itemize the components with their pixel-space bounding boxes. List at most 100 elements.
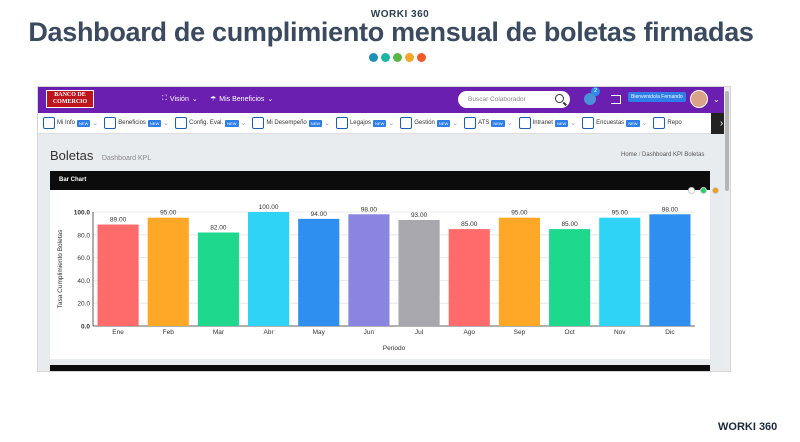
- module-encuestas[interactable]: Encuestas NEW ⌄: [582, 117, 647, 129]
- folder-icon: [335, 117, 348, 129]
- chevron-down-icon: ⌄: [163, 120, 170, 127]
- new-badge: NEW: [491, 119, 505, 127]
- top-navbar: BANCO DE COMERCIO ⛶ Visión ⌄ ☂ Mis Benef…: [38, 87, 730, 113]
- module-mi-desempe-o[interactable]: Mi Desempeño NEW ⌄: [252, 117, 330, 129]
- module-label: ATS: [478, 120, 490, 126]
- notification-icon[interactable]: [584, 93, 596, 105]
- module-intranet[interactable]: Intranet NEW ⌄: [518, 117, 577, 129]
- bar-dic: [649, 214, 691, 326]
- gift-icon: [104, 117, 117, 129]
- module-gesti-n[interactable]: Gestión NEW ⌄: [400, 117, 458, 129]
- next-card-header: [50, 365, 710, 371]
- x-tick-label: Sep: [514, 329, 526, 336]
- chevron-down-icon: ⌄: [267, 96, 274, 103]
- module-legajos[interactable]: Legajos NEW ⌄: [335, 117, 395, 129]
- y-tick-label: 60.0: [77, 255, 90, 262]
- bar-ene: [97, 224, 139, 326]
- data-label: 95.00: [160, 210, 177, 217]
- module-beneficios[interactable]: Beneficios NEW ⌄: [104, 117, 169, 129]
- module-label: Beneficios: [118, 120, 146, 126]
- module-config-eval-[interactable]: Config. Eval. NEW ⌄: [175, 117, 246, 129]
- data-label: 85.00: [461, 221, 478, 228]
- slide-headline: Dashboard de cumplimiento mensual de bol…: [28, 17, 754, 47]
- search-placeholder: Buscar Colaborador: [468, 96, 526, 103]
- module-label: Gestión: [414, 120, 435, 126]
- x-tick-label: Mar: [213, 329, 225, 336]
- chevron-down-icon: ⌄: [570, 120, 577, 127]
- x-tick-label: Abr: [264, 329, 275, 336]
- data-label: 85.00: [561, 221, 578, 228]
- chevron-down-icon[interactable]: ⌄: [713, 95, 720, 104]
- chevron-down-icon: ⌄: [388, 120, 395, 127]
- data-label: 95.00: [612, 210, 629, 217]
- scrollbar-thumb[interactable]: [725, 91, 729, 191]
- footer-brand: WORKI 360: [718, 421, 778, 433]
- expand-icon: ⛶: [162, 95, 167, 102]
- bank-logo[interactable]: BANCO DE COMERCIO: [46, 90, 94, 108]
- x-tick-label: May: [313, 329, 326, 336]
- tool-icon-2[interactable]: [700, 187, 707, 194]
- x-tick-label: Dic: [665, 329, 675, 336]
- data-label: 95.00: [511, 210, 528, 217]
- tool-icon-3[interactable]: [712, 187, 719, 194]
- umbrella-icon: ☂: [210, 96, 217, 103]
- new-badge: NEW: [554, 119, 569, 127]
- new-badge: NEW: [626, 119, 640, 127]
- bar-mar: [197, 232, 239, 326]
- nav-vision[interactable]: ⛶ Visión ⌄: [162, 95, 198, 103]
- globe-icon: [518, 117, 531, 129]
- chevron-down-icon: ⌄: [324, 120, 330, 127]
- bar-sep: [498, 217, 540, 326]
- data-label: 98.00: [662, 206, 679, 213]
- bar-abr: [248, 212, 290, 326]
- nav-vision-label: Visión: [169, 95, 189, 103]
- tool-icon-1[interactable]: [688, 187, 695, 194]
- search-icon[interactable]: [555, 94, 564, 103]
- decorative-dots: [369, 53, 426, 62]
- dot-4: [405, 53, 414, 62]
- page-subtitle: Dashboard KPL: [101, 155, 152, 162]
- ats-icon: [464, 117, 477, 129]
- chevron-down-icon: ⌄: [452, 120, 459, 127]
- x-tick-label: Jun: [364, 329, 375, 336]
- nav-beneficios-label: Mis Beneficios: [219, 95, 265, 103]
- new-badge: NEW: [77, 119, 91, 127]
- data-label: 94.00: [311, 211, 328, 218]
- new-badge: NEW: [147, 119, 162, 127]
- breadcrumb-home[interactable]: Home: [621, 152, 638, 158]
- chevron-down-icon: ⌄: [506, 120, 513, 127]
- chevron-down-icon: ⌄: [92, 120, 99, 127]
- chevron-down-icon: ⌄: [191, 96, 198, 103]
- module-label: Encuestas: [596, 120, 625, 126]
- module-label: Mi Desempeño: [266, 120, 307, 126]
- module-label: Intranet: [532, 120, 553, 126]
- chevron-down-icon: ⌄: [240, 120, 247, 127]
- breadcrumb-separator: /: [638, 152, 641, 158]
- data-label: 100.00: [259, 204, 279, 211]
- logout-icon[interactable]: [611, 95, 621, 104]
- dot-2: [381, 53, 390, 62]
- bar-jun: [348, 214, 390, 326]
- x-tick-label: Feb: [163, 329, 175, 336]
- avatar[interactable]: [690, 90, 708, 108]
- module-repo[interactable]: Repo: [653, 117, 682, 129]
- scrollbar[interactable]: [724, 87, 730, 371]
- new-badge: NEW: [373, 119, 387, 127]
- id-card-icon: [43, 117, 55, 129]
- nav-mis-beneficios[interactable]: ☂ Mis Beneficios ⌄: [210, 95, 274, 104]
- module-toolbar: Mi Info NEW ⌄ Beneficios NEW ⌄ Config. Eval. NE…: [38, 113, 730, 134]
- welcome-badge: Bienvenido/a Fernando: [628, 92, 686, 102]
- new-badge: NEW: [308, 119, 323, 127]
- new-badge: NEW: [436, 119, 451, 127]
- module-ats[interactable]: ATS NEW ⌄: [464, 117, 513, 129]
- search-input[interactable]: Buscar Colaborador: [458, 91, 570, 108]
- bar-nov: [599, 217, 641, 326]
- breadcrumb-current: Dashboard KPI Boletas: [642, 152, 705, 158]
- module-mi-info[interactable]: Mi Info NEW ⌄: [43, 117, 98, 129]
- x-tick-label: Ago: [463, 329, 475, 336]
- bar-jul: [398, 219, 440, 326]
- y-tick-label: 40.0: [77, 278, 90, 285]
- breadcrumb: Home / Dashboard KPI Boletas: [621, 152, 704, 158]
- data-label: 89.00: [110, 217, 127, 224]
